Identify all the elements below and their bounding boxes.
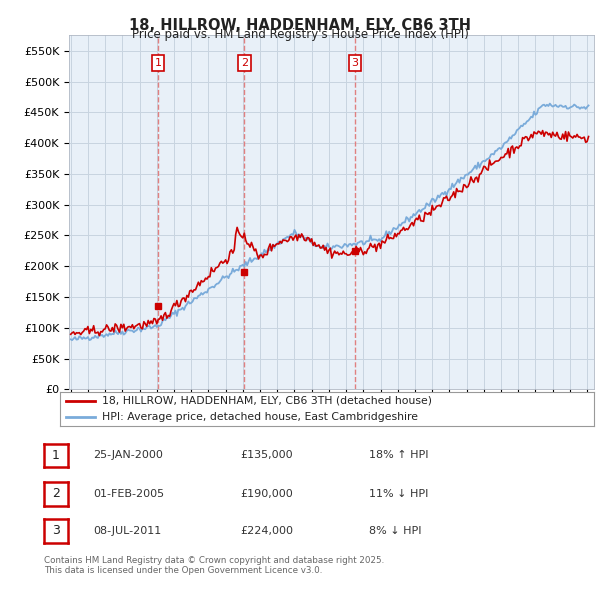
Text: 3: 3 (52, 525, 60, 537)
Text: 11% ↓ HPI: 11% ↓ HPI (369, 489, 428, 499)
Text: 1: 1 (52, 449, 60, 462)
Text: 8% ↓ HPI: 8% ↓ HPI (369, 526, 421, 536)
Text: £135,000: £135,000 (240, 451, 293, 460)
Text: Price paid vs. HM Land Registry's House Price Index (HPI): Price paid vs. HM Land Registry's House … (131, 28, 469, 41)
Text: HPI: Average price, detached house, East Cambridgeshire: HPI: Average price, detached house, East… (101, 412, 418, 422)
Text: 3: 3 (352, 58, 359, 68)
Text: £224,000: £224,000 (240, 526, 293, 536)
Text: 25-JAN-2000: 25-JAN-2000 (93, 451, 163, 460)
Text: 01-FEB-2005: 01-FEB-2005 (93, 489, 164, 499)
Text: 1: 1 (154, 58, 161, 68)
Text: 18, HILLROW, HADDENHAM, ELY, CB6 3TH (detached house): 18, HILLROW, HADDENHAM, ELY, CB6 3TH (de… (101, 396, 431, 406)
Text: Contains HM Land Registry data © Crown copyright and database right 2025.: Contains HM Land Registry data © Crown c… (44, 556, 384, 565)
Text: £190,000: £190,000 (240, 489, 293, 499)
Text: 2: 2 (241, 58, 248, 68)
Text: This data is licensed under the Open Government Licence v3.0.: This data is licensed under the Open Gov… (44, 566, 322, 575)
Text: 18, HILLROW, HADDENHAM, ELY, CB6 3TH: 18, HILLROW, HADDENHAM, ELY, CB6 3TH (129, 18, 471, 32)
Text: 18% ↑ HPI: 18% ↑ HPI (369, 451, 428, 460)
Text: 2: 2 (52, 487, 60, 500)
Text: 08-JUL-2011: 08-JUL-2011 (93, 526, 161, 536)
